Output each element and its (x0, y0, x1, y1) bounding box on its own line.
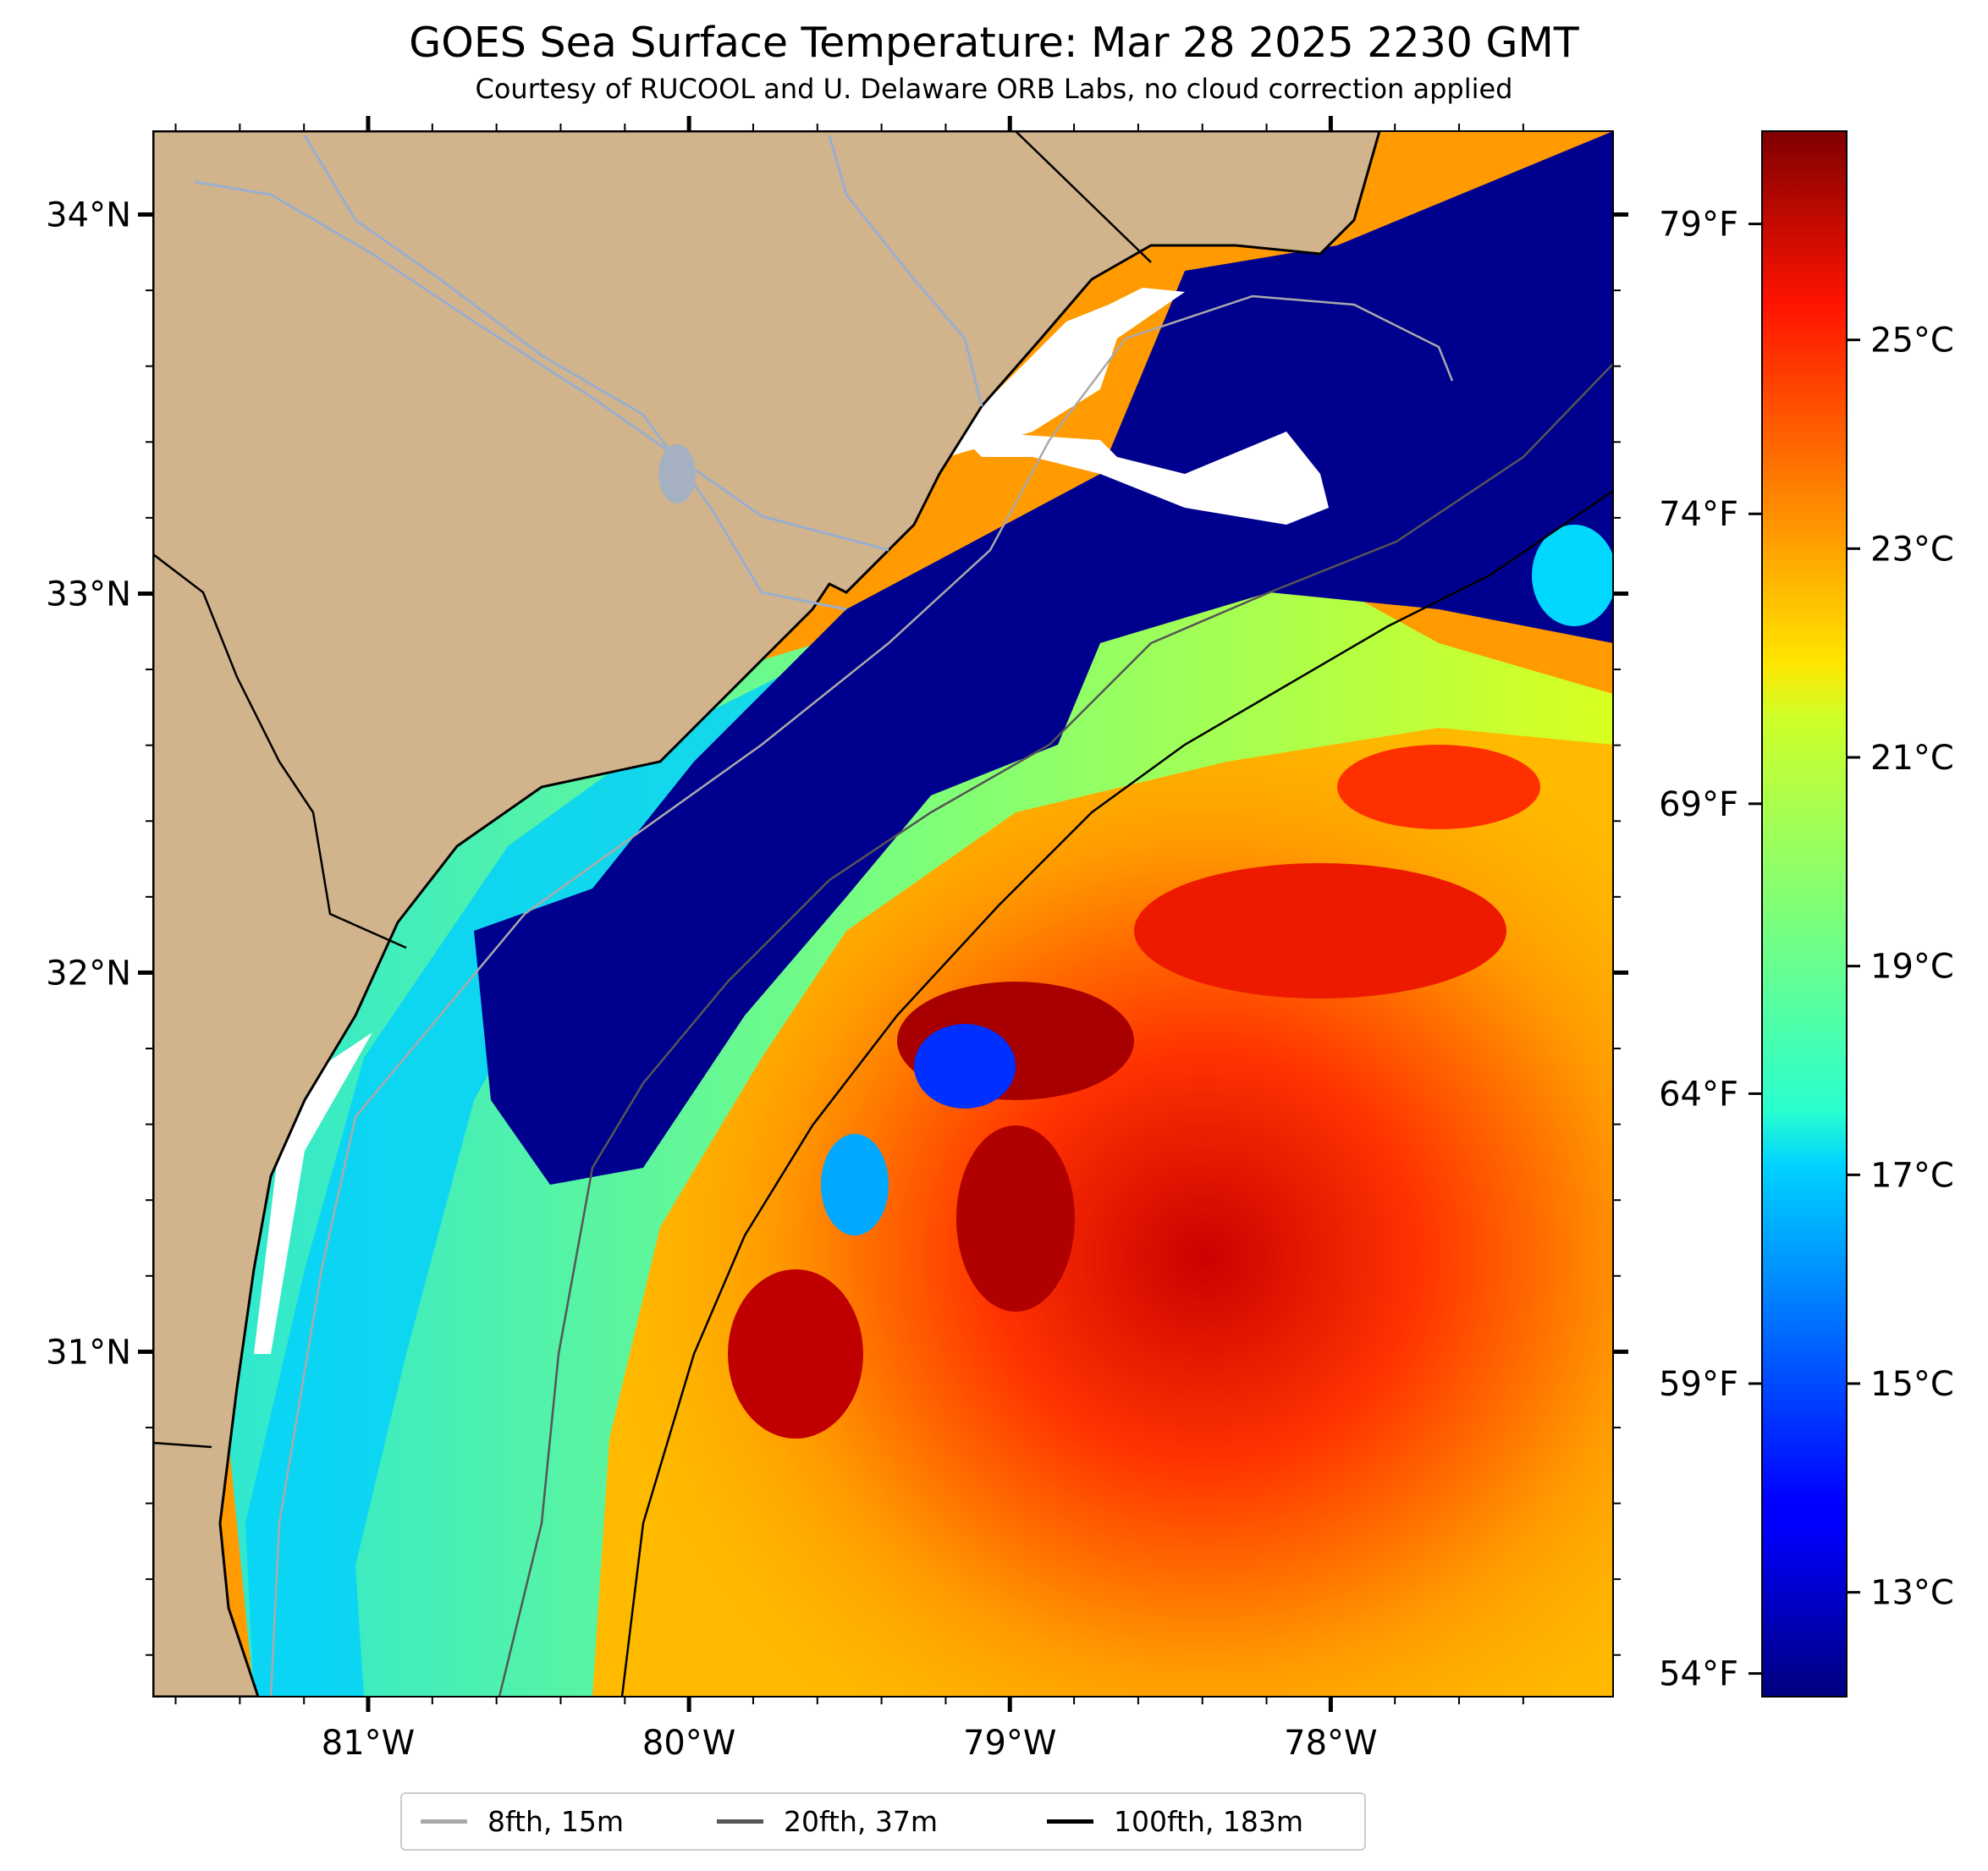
cloud-mask (965, 432, 1329, 525)
lat-tick-label: 33°N (46, 575, 131, 614)
lon-tick-label: 79°W (963, 1724, 1056, 1763)
hot-eddy (728, 1269, 863, 1439)
hot-eddy (1134, 863, 1506, 999)
legend-swatch (717, 1819, 763, 1824)
river (828, 135, 983, 407)
fahrenheit-tick-label: 54°F (1659, 1655, 1738, 1694)
lon-tick-label: 78°W (1284, 1724, 1377, 1763)
cold-water (474, 131, 1613, 1185)
map-frame (152, 130, 1614, 1698)
legend-item-100fth: 100fth, 183m (1047, 1794, 1303, 1849)
axis-ticks: 34°N 33°N 32°N 31°N 81°W 80°W 79°W 78°W (46, 116, 1628, 1763)
chart-subtitle: Courtesy of RUCOOL and U. Delaware ORB L… (475, 73, 1513, 105)
fahrenheit-tick-label: 69°F (1659, 785, 1738, 824)
fahrenheit-tick-label: 64°F (1659, 1075, 1738, 1114)
hot-eddy (1337, 745, 1540, 829)
state-border (153, 1441, 212, 1449)
cloud-mask (254, 1032, 372, 1354)
land-mass (153, 131, 1381, 1697)
isobath-20fth (498, 363, 1613, 1697)
celsius-tick-label: 15°C (1870, 1365, 1954, 1404)
river (303, 135, 847, 611)
celsius-tick-label: 13°C (1870, 1574, 1954, 1613)
colorbar-ticks: 13°C 15°C 17°C 19°C 21°C 23°C 25°C 54°F 59°F 64°F… (1659, 206, 1954, 1694)
celsius-tick-label: 17°C (1870, 1156, 1954, 1195)
lon-tick-label: 81°W (322, 1724, 415, 1763)
legend: 8fth, 15m 20fth, 37m 100fth, 183m (400, 1792, 1366, 1851)
cold-eddy (821, 1134, 889, 1235)
chart-title: GOES Sea Surface Temperature: Mar 28 202… (409, 19, 1579, 67)
isobath-100fth (620, 489, 1613, 1697)
hot-eddy (956, 1125, 1075, 1312)
map-panel (153, 131, 1613, 1697)
isobath-8fth (269, 294, 1454, 1697)
cloud-mask (948, 288, 1185, 457)
celsius-tick-label: 21°C (1870, 739, 1954, 778)
celsius-tick-label: 25°C (1870, 322, 1954, 360)
legend-item-20fth: 20fth, 37m (717, 1794, 938, 1849)
lake (658, 444, 696, 504)
lat-tick-label: 32°N (46, 954, 131, 993)
river (194, 180, 889, 552)
lon-tick-label: 80°W (642, 1724, 735, 1763)
legend-label: 20fth, 37m (784, 1805, 938, 1838)
nearshore-water (245, 618, 973, 1697)
celsius-tick-label: 19°C (1870, 948, 1954, 987)
legend-label: 100fth, 183m (1114, 1805, 1303, 1838)
legend-item-8fth: 8fth, 15m (421, 1794, 624, 1849)
cold-eddy (914, 1024, 1016, 1109)
lat-tick-label: 31°N (46, 1333, 131, 1372)
fahrenheit-tick-label: 59°F (1659, 1365, 1738, 1404)
legend-swatch (421, 1819, 467, 1824)
state-border (1015, 131, 1152, 263)
cyan-patch (1532, 525, 1613, 626)
celsius-tick-label: 23°C (1870, 530, 1954, 569)
colorbar (1761, 130, 1848, 1698)
legend-swatch (1047, 1819, 1093, 1824)
legend-label: 8fth, 15m (487, 1805, 625, 1838)
fahrenheit-tick-label: 74°F (1659, 495, 1738, 534)
lat-tick-label: 34°N (46, 196, 131, 235)
state-border (153, 553, 407, 949)
fahrenheit-tick-label: 79°F (1659, 206, 1738, 245)
